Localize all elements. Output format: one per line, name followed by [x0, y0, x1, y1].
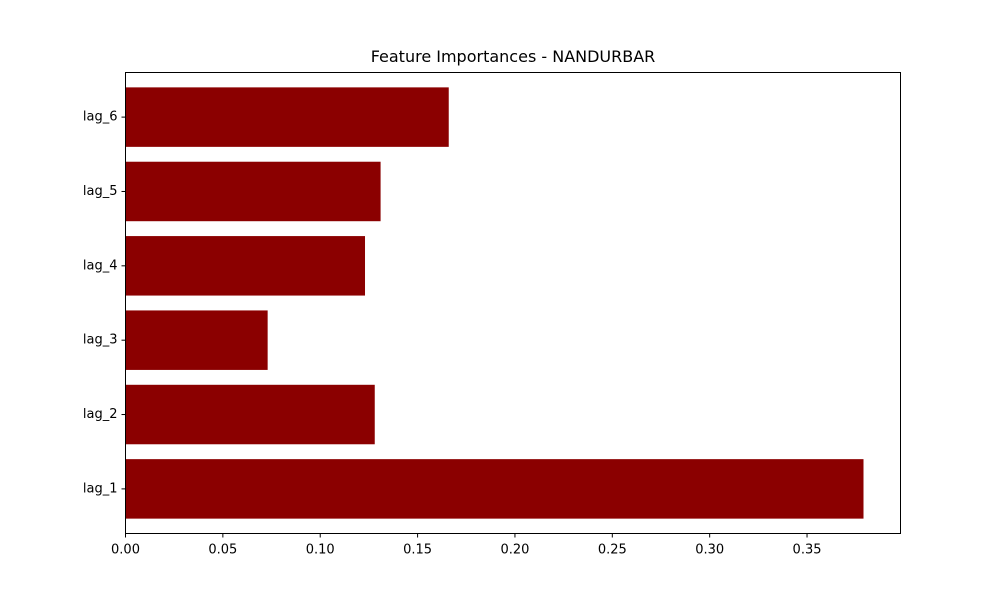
x-tick-label: 0.10 [306, 543, 335, 558]
bar-lag_5 [125, 161, 381, 222]
bar-lag_1 [125, 459, 864, 519]
x-tick-label: 0.30 [695, 543, 724, 558]
y-axis: lag_1 lag_2 lag_3 lag_4 lag_5 lag_6 [83, 110, 126, 496]
x-tick-label: 0.00 [111, 543, 140, 558]
bar-lag_3 [125, 310, 268, 370]
plot-frame [125, 72, 901, 534]
y-tick-label: lag_5 [83, 184, 118, 199]
x-tick-label: 0.20 [500, 543, 529, 558]
x-tick-label: 0.25 [598, 543, 627, 558]
bar-lag_4 [125, 236, 366, 296]
x-axis: 0.00 0.05 0.10 0.15 0.20 0.25 0.30 0.35 [111, 533, 822, 558]
x-tick-label: 0.15 [403, 543, 432, 558]
x-tick-label: 0.35 [793, 543, 822, 558]
chart-title: Feature Importances - NANDURBAR [370, 47, 656, 66]
bar-lag_6 [125, 87, 449, 147]
y-tick-label: lag_2 [83, 407, 118, 422]
y-tick-label: lag_1 [83, 481, 118, 496]
y-tick-label: lag_6 [83, 110, 118, 125]
bars-layer [125, 87, 864, 519]
y-tick-label: lag_4 [83, 258, 118, 273]
y-tick-label: lag_3 [83, 333, 118, 348]
x-tick-label: 0.05 [208, 543, 237, 558]
bar-lag_2 [125, 384, 375, 445]
